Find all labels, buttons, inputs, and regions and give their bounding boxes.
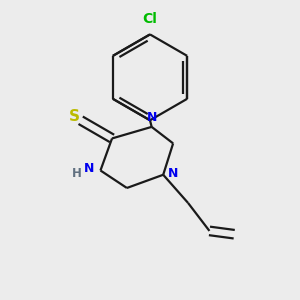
Text: Cl: Cl <box>142 12 158 26</box>
Text: S: S <box>69 109 80 124</box>
Text: H: H <box>72 167 82 180</box>
Text: N: N <box>84 162 94 175</box>
Text: N: N <box>146 111 157 124</box>
Text: N: N <box>168 167 178 180</box>
